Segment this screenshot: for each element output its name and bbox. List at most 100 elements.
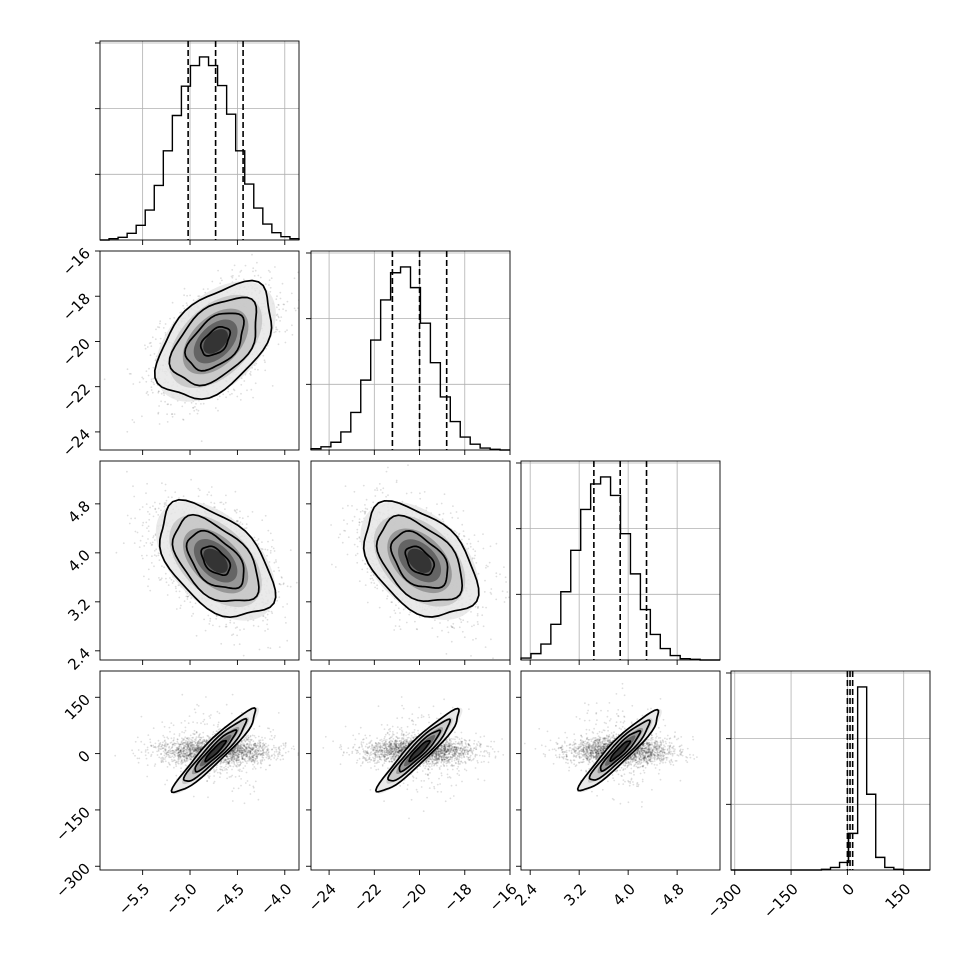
- density-shade-4: [203, 329, 228, 354]
- scatter-point: [215, 614, 218, 617]
- scatter-point: [203, 618, 205, 621]
- scatter-point: [160, 392, 163, 395]
- scatter-point: [175, 590, 178, 593]
- scatter-point: [279, 583, 282, 586]
- scatter-point: [181, 405, 184, 408]
- scatter-point: [155, 511, 158, 513]
- scatter-point: [231, 634, 233, 636]
- scatter-point: [286, 585, 289, 588]
- scatter-point: [279, 291, 282, 294]
- scatter-point: [153, 554, 156, 556]
- scatter-point: [232, 388, 235, 391]
- scatter-point: [133, 542, 136, 544]
- scatter-point: [132, 383, 135, 385]
- scatter-point: [164, 483, 167, 486]
- scatter-point: [147, 525, 150, 528]
- scatter-point: [214, 407, 217, 409]
- scatter-point: [144, 347, 147, 350]
- scatter-point: [269, 647, 272, 650]
- scatter-point: [192, 407, 194, 409]
- scatter-point: [152, 377, 155, 380]
- scatter-point: [285, 309, 287, 312]
- scatter-point: [170, 413, 173, 416]
- scatter-point: [266, 623, 268, 626]
- scatter-point: [159, 320, 162, 323]
- scatter-point: [239, 521, 242, 524]
- scatter-point: [276, 313, 279, 316]
- scatter-point: [164, 489, 167, 492]
- scatter-point: [231, 276, 234, 279]
- scatter-point: [172, 580, 175, 583]
- scatter-point: [170, 578, 173, 581]
- scatter-point: [141, 535, 144, 538]
- scatter-point: [160, 509, 162, 512]
- scatter-point: [237, 520, 239, 523]
- scatter-point: [153, 549, 156, 552]
- scatter-point: [239, 399, 242, 401]
- scatter-point: [252, 270, 254, 273]
- scatter-point: [240, 383, 243, 386]
- scatter-point: [213, 502, 216, 505]
- scatter-point: [239, 629, 241, 631]
- scatter-point: [160, 577, 163, 580]
- scatter-point: [235, 520, 238, 522]
- scatter-point: [126, 514, 129, 517]
- scatter-point: [271, 539, 274, 541]
- histogram-bars-2: [520, 476, 720, 661]
- scatter-point: [157, 552, 160, 554]
- scatter-point: [257, 274, 260, 277]
- scatter-point: [145, 521, 148, 524]
- scatter-point: [146, 482, 148, 485]
- scatter-point: [157, 326, 159, 328]
- scatter-point: [150, 380, 153, 383]
- scatter-point: [257, 625, 260, 628]
- scatter-point: [259, 276, 262, 279]
- scatter-point: [186, 294, 188, 297]
- scatter-point: [204, 629, 207, 632]
- scatter-point: [161, 565, 163, 568]
- scatter-point: [159, 342, 162, 345]
- scatter-point: [261, 519, 264, 522]
- scatter-point: [221, 279, 223, 282]
- scatter-point: [183, 600, 186, 603]
- scatter-point: [197, 409, 200, 412]
- panel-frame: [99, 250, 300, 451]
- scatter-point: [183, 307, 186, 310]
- scatter-point: [150, 544, 153, 546]
- scatter-point: [145, 554, 148, 557]
- scatter-point: [189, 294, 191, 297]
- scatter-point: [147, 374, 150, 377]
- histogram-bars-3: [731, 686, 930, 871]
- scatter-point: [145, 503, 148, 505]
- scatter-point: [294, 309, 297, 312]
- scatter-point: [149, 354, 152, 357]
- scatter-point: [273, 570, 275, 573]
- scatter-point: [170, 403, 172, 406]
- scatter-point: [149, 542, 152, 544]
- scatter-point: [276, 306, 278, 309]
- scatter-point: [262, 619, 264, 622]
- scatter-point: [182, 419, 185, 421]
- scatter-point: [128, 522, 131, 525]
- scatter-point: [225, 494, 227, 497]
- scatter-point: [190, 597, 193, 599]
- scatter-point: [206, 493, 209, 496]
- scatter-point: [167, 403, 170, 406]
- scatter-point: [166, 413, 168, 416]
- scatter-point: [230, 275, 233, 278]
- scatter-point: [157, 391, 160, 394]
- scatter-point: [252, 396, 255, 399]
- scatter-point: [282, 606, 284, 608]
- scatter-point: [222, 503, 225, 505]
- scatter-point: [277, 315, 280, 318]
- scatter-point: [185, 302, 188, 304]
- scatter-point: [275, 314, 278, 317]
- scatter-point: [202, 288, 205, 291]
- scatter-point: [241, 517, 244, 520]
- scatter-point: [207, 288, 209, 290]
- scatter-point: [150, 386, 153, 389]
- scatter-point: [141, 376, 144, 379]
- scatter-point: [152, 505, 154, 507]
